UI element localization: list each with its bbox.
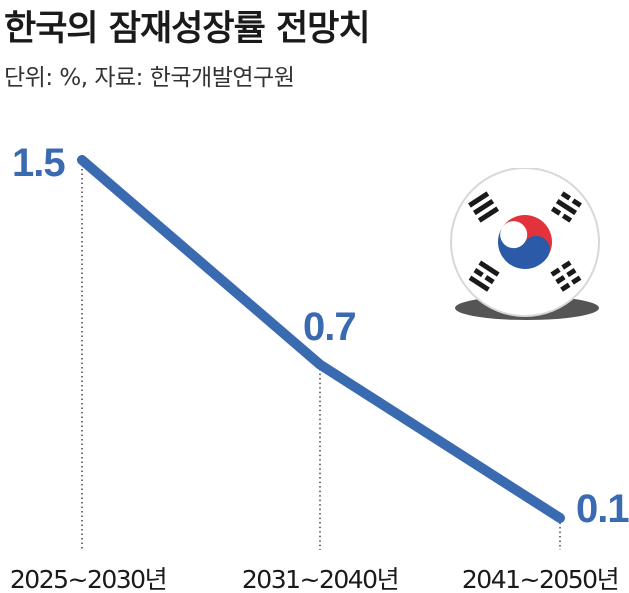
series-line [77, 155, 565, 523]
x-tick-label-0: 2025~2030년 [10, 565, 166, 593]
data-label-2: 0.1 [576, 487, 629, 531]
x-tick-label-2: 2041~2050년 [462, 565, 618, 593]
data-label-1: 0.7 [303, 305, 356, 349]
chart-subtitle: 단위: %, 자료: 한국개발연구원 [4, 65, 295, 91]
korean-flag-icon [450, 168, 600, 320]
chart-title: 한국의 잠재성장률 전망치 [4, 9, 371, 49]
data-label-0: 1.5 [12, 141, 65, 185]
x-tick-label-1: 2031~2040년 [242, 565, 398, 593]
